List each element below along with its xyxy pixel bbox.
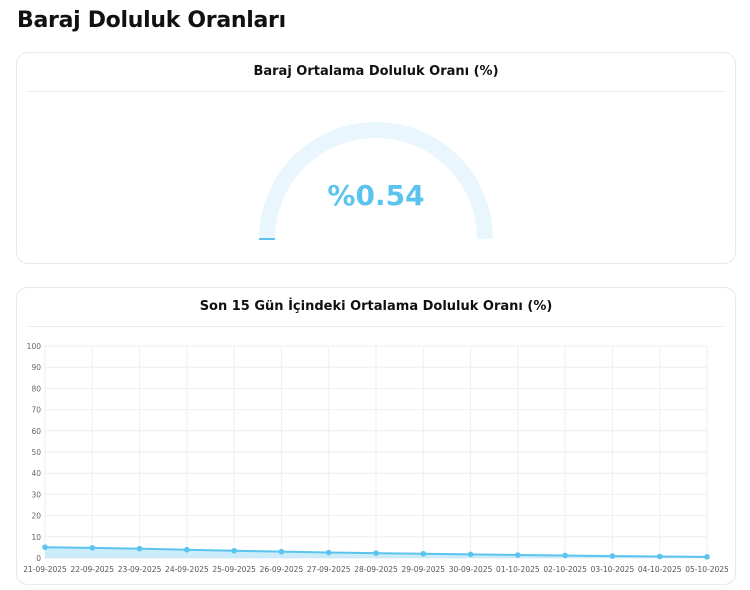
x-tick-label: 04-10-2025: [638, 565, 682, 574]
x-tick-label: 26-09-2025: [260, 565, 304, 574]
data-point: [278, 548, 285, 555]
data-point: [42, 544, 48, 550]
chart-card: Son 15 Gün İçindeki Ortalama Doluluk Ora…: [16, 287, 736, 585]
gauge-card: Baraj Ortalama Doluluk Oranı (%) %0.54: [16, 52, 736, 264]
y-tick-label: 0: [36, 554, 41, 563]
x-tick-label: 30-09-2025: [449, 565, 493, 574]
y-tick-label: 50: [31, 448, 41, 457]
x-tick-label: 03-10-2025: [591, 565, 635, 574]
y-tick-label: 30: [31, 490, 41, 499]
gauge-title: Baraj Ortalama Doluluk Oranı (%): [27, 53, 725, 92]
y-tick-label: 60: [31, 427, 41, 436]
x-tick-label: 02-10-2025: [543, 565, 587, 574]
data-point: [562, 552, 568, 559]
data-point: [373, 550, 379, 556]
x-tick-label: 25-09-2025: [212, 565, 256, 574]
data-point: [184, 546, 190, 553]
y-tick-label: 80: [31, 384, 41, 393]
y-tick-label: 20: [31, 512, 41, 521]
y-tick-label: 70: [31, 406, 41, 415]
data-point: [704, 554, 710, 560]
y-tick-label: 100: [27, 342, 42, 351]
x-tick-label: 01-10-2025: [496, 565, 540, 574]
x-tick-label: 29-09-2025: [401, 565, 445, 574]
chart-title: Son 15 Gün İçindeki Ortalama Doluluk Ora…: [27, 288, 725, 327]
x-tick-label: 28-09-2025: [354, 565, 398, 574]
page-title: Baraj Doluluk Oranları: [17, 8, 286, 33]
x-tick-label: 22-09-2025: [70, 565, 114, 574]
gauge-value: %0.54: [327, 179, 424, 212]
x-tick-label: 23-09-2025: [118, 565, 162, 574]
x-tick-label: 24-09-2025: [165, 565, 209, 574]
data-point: [656, 553, 663, 560]
x-tick-label: 05-10-2025: [685, 565, 729, 574]
data-point: [89, 545, 96, 551]
data-point: [609, 553, 616, 559]
data-point: [325, 549, 332, 556]
data-point: [231, 547, 237, 554]
y-tick-label: 40: [31, 469, 41, 478]
data-point: [136, 545, 143, 552]
x-tick-label: 21-09-2025: [23, 565, 67, 574]
gauge: %0.54: [259, 121, 493, 240]
line-chart: 0 10 20 30 40 50 60 70 80 90 100 21-09-2025 22-09-20…: [23, 342, 729, 574]
y-tick-label: 10: [31, 533, 41, 542]
x-tick-label: 27-09-2025: [307, 565, 351, 574]
data-point: [467, 551, 474, 558]
data-point: [420, 550, 427, 557]
y-tick-label: 90: [31, 363, 41, 372]
gauge-track: [259, 121, 493, 240]
data-point: [515, 552, 521, 558]
